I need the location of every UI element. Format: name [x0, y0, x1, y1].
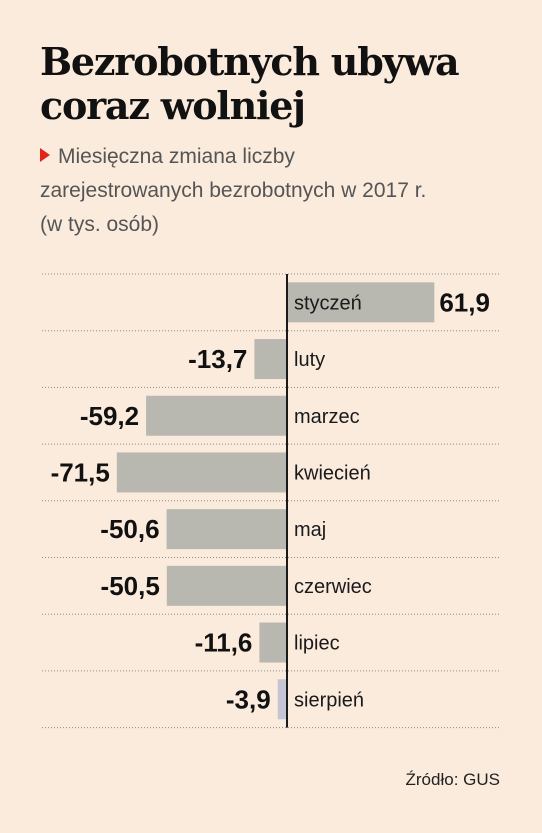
value-label: -13,7 — [188, 344, 247, 374]
category-label: styczeń — [294, 292, 362, 314]
value-label: -11,6 — [195, 628, 253, 658]
chart-title: Bezrobotnych ubywa coraz wolniej — [40, 39, 460, 128]
value-label: -3,9 — [226, 684, 271, 714]
triangle-marker-icon — [40, 148, 50, 162]
bar — [166, 565, 287, 606]
value-label: -50,5 — [101, 571, 160, 601]
bar — [287, 282, 435, 323]
bar — [166, 509, 287, 550]
bar — [254, 339, 287, 380]
bar — [259, 622, 287, 663]
bar — [116, 452, 287, 493]
category-label: lipiec — [294, 633, 340, 655]
category-label: luty — [294, 349, 325, 371]
category-label: sierpień — [294, 689, 364, 711]
source-note: Źródło: GUS — [405, 770, 500, 789]
chart-subtitle-text: Miesięczna zmiana liczby zarejestrowanyc… — [40, 145, 427, 236]
bar — [277, 679, 287, 720]
chart-subtitle: Miesięczna zmiana liczby zarejestrowanyc… — [40, 140, 440, 242]
value-label: -71,5 — [51, 457, 110, 487]
category-label: marzec — [294, 406, 360, 428]
category-label: maj — [294, 519, 326, 541]
bar — [146, 395, 287, 436]
value-label: -59,2 — [80, 401, 139, 431]
category-label: czerwiec — [294, 576, 372, 598]
bar-chart: styczeń 61,9 luty -13,7 marzec -59,2 kwiecień -… — [42, 273, 500, 729]
value-label: 61,9 — [439, 287, 490, 317]
value-label: -50,6 — [100, 514, 159, 544]
category-label: kwiecień — [294, 462, 371, 484]
